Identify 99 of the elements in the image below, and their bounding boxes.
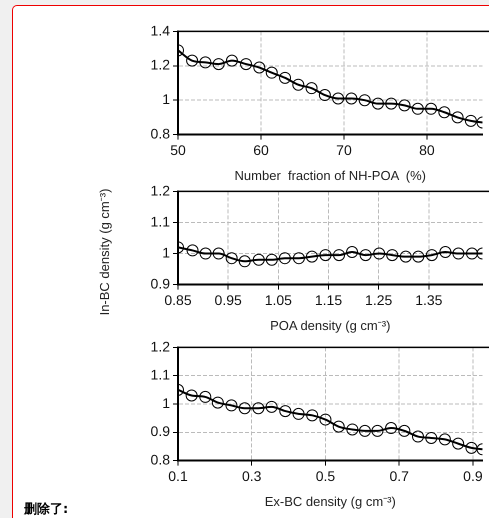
point — [425, 432, 438, 444]
x-tick-label: 0.85 — [164, 292, 192, 308]
point — [333, 249, 346, 262]
point — [226, 54, 238, 67]
point — [212, 58, 225, 70]
point — [425, 102, 438, 115]
point — [386, 249, 398, 262]
point — [373, 248, 386, 260]
point — [186, 244, 199, 256]
point — [278, 252, 291, 264]
point — [319, 414, 332, 426]
point — [466, 248, 478, 260]
point — [266, 400, 278, 413]
point — [412, 102, 424, 115]
y-tick-label: 0.8 — [150, 125, 170, 142]
point — [306, 250, 318, 263]
y-tick-label: 1.2 — [150, 338, 170, 354]
point — [398, 424, 410, 437]
point — [345, 92, 358, 104]
point — [266, 254, 278, 266]
y-tick-label: 1 — [162, 244, 170, 260]
point — [346, 423, 358, 436]
point — [385, 422, 398, 434]
point — [200, 248, 212, 260]
point — [306, 82, 318, 94]
point — [279, 405, 292, 418]
y-tick-label: 1.1 — [150, 366, 170, 383]
x-tick-label: 1.35 — [415, 292, 443, 308]
point — [266, 66, 278, 79]
point — [252, 402, 264, 414]
point — [438, 106, 450, 118]
y-tick-label: 1.4 — [150, 22, 170, 38]
x-tick-label: 0.5 — [316, 468, 336, 484]
point — [226, 252, 238, 264]
y-tick-label: 1.2 — [150, 56, 170, 73]
y-tick-label: 1.1 — [150, 213, 170, 230]
x-tick-label: 0.7 — [389, 468, 410, 484]
point — [292, 408, 305, 420]
point — [465, 442, 478, 454]
y-tick-label: 1 — [162, 91, 170, 108]
x-tick-label: 1.05 — [264, 292, 292, 308]
y-tick-label: 1.2 — [150, 182, 170, 198]
point — [186, 390, 198, 402]
point — [225, 399, 238, 412]
point — [358, 424, 371, 437]
x-tick-label: 50 — [170, 142, 186, 158]
point — [252, 254, 265, 266]
x-tick-label: 0.95 — [214, 292, 242, 308]
x-tick-label: 80 — [419, 142, 435, 158]
text: 删除了: — [24, 501, 68, 518]
point — [199, 390, 212, 403]
point — [238, 255, 251, 268]
point — [319, 249, 332, 262]
point — [452, 111, 464, 124]
x-tick-label: 70 — [336, 142, 352, 158]
point — [412, 430, 424, 443]
point — [346, 246, 358, 258]
x-tick-label: 0.1 — [168, 468, 188, 484]
point — [292, 252, 305, 264]
point — [452, 438, 464, 450]
y-tick-label: 0.9 — [150, 275, 170, 292]
point — [372, 98, 384, 110]
point — [238, 402, 251, 414]
point — [253, 62, 266, 74]
point — [306, 409, 318, 422]
x-tick-label: 1.15 — [314, 292, 342, 308]
point — [439, 246, 452, 258]
point — [452, 248, 464, 260]
y-axis-title: In-BC density (g cm⁻³) — [96, 188, 113, 316]
x-tick-label: 0.3 — [242, 468, 262, 484]
x-tick-label: 1.25 — [365, 292, 392, 308]
x-axis-title: POA density (g cm⁻³) — [270, 318, 390, 333]
point — [199, 56, 212, 68]
point — [240, 58, 252, 70]
y-tick-label: 1 — [162, 394, 170, 411]
point — [360, 249, 372, 262]
x-axis-title: Ex-BC density (g cm⁻³) — [264, 494, 396, 509]
point — [358, 94, 371, 106]
point — [279, 72, 292, 84]
point — [318, 89, 331, 102]
point — [400, 250, 412, 263]
point — [398, 99, 411, 112]
point — [371, 424, 384, 437]
point — [332, 92, 344, 104]
point — [438, 433, 451, 446]
point — [212, 396, 224, 409]
point — [186, 54, 198, 67]
point — [332, 420, 345, 433]
x-tick-label: 0.9 — [463, 468, 483, 484]
point — [292, 78, 304, 91]
point — [464, 114, 477, 127]
y-tick-label: 0.8 — [150, 451, 170, 468]
point — [212, 248, 225, 260]
point — [412, 250, 424, 263]
point — [385, 98, 398, 110]
y-tick-label: 0.9 — [150, 423, 170, 440]
x-tick-label: 60 — [253, 142, 269, 158]
point — [426, 249, 438, 262]
x-axis-title: Number fraction of NH-POA (%) — [234, 168, 426, 183]
